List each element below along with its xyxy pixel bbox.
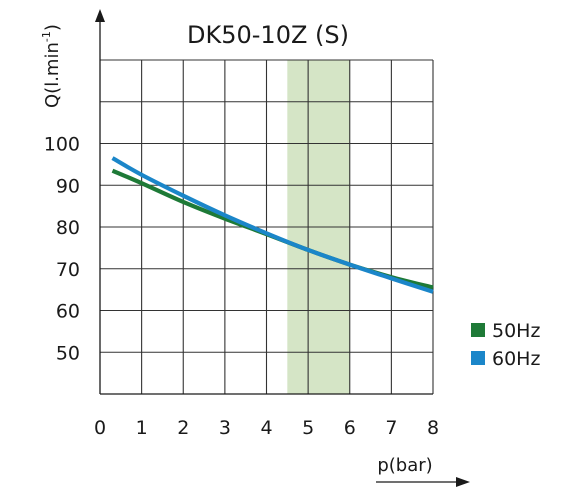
legend-label-50hz: 50Hz <box>492 320 540 342</box>
y-tick-label: 70 <box>56 259 80 281</box>
legend: 50Hz 60Hz <box>471 320 540 370</box>
y-axis-label-main: Q(l.min <box>42 42 63 108</box>
y-tick-label: 50 <box>56 342 80 364</box>
y-axis-arrow-icon <box>95 9 105 22</box>
y-tick-label: 60 <box>56 301 80 323</box>
x-tick-label: 3 <box>219 417 231 439</box>
x-tick-label: 0 <box>94 417 106 439</box>
x-axis-label: p(bar) <box>377 455 432 476</box>
x-tick-label: 4 <box>260 417 272 439</box>
y-axis-label-sup: -1 <box>40 31 53 42</box>
y-axis-label: Q(l.min-1) <box>40 24 63 108</box>
y-tick-label: 80 <box>56 217 80 239</box>
chart-title: DK50-10Z (S) <box>187 21 349 49</box>
series-line-50hz <box>111 168 434 290</box>
y-axis-label-close: ) <box>42 24 63 31</box>
grid <box>100 59 434 394</box>
x-tick-label: 2 <box>177 417 189 439</box>
x-axis-arrow-icon <box>456 477 470 487</box>
series-layer <box>111 156 434 294</box>
x-tick-label: 5 <box>302 417 314 439</box>
tick-labels: 0 1 2 3 4 5 6 7 8 100 90 80 70 60 50 <box>44 134 439 440</box>
x-tick-label: 6 <box>344 417 356 439</box>
legend-swatch-50hz <box>471 323 485 337</box>
y-tick-label: 90 <box>56 175 80 197</box>
legend-label-60hz: 60Hz <box>492 348 540 370</box>
series-line-60hz <box>111 156 434 294</box>
x-tick-label: 7 <box>385 417 397 439</box>
x-tick-label: 1 <box>136 417 148 439</box>
axes <box>95 9 470 487</box>
y-tick-label: 100 <box>44 134 80 156</box>
x-tick-label: 8 <box>427 417 439 439</box>
legend-swatch-60hz <box>471 351 485 365</box>
